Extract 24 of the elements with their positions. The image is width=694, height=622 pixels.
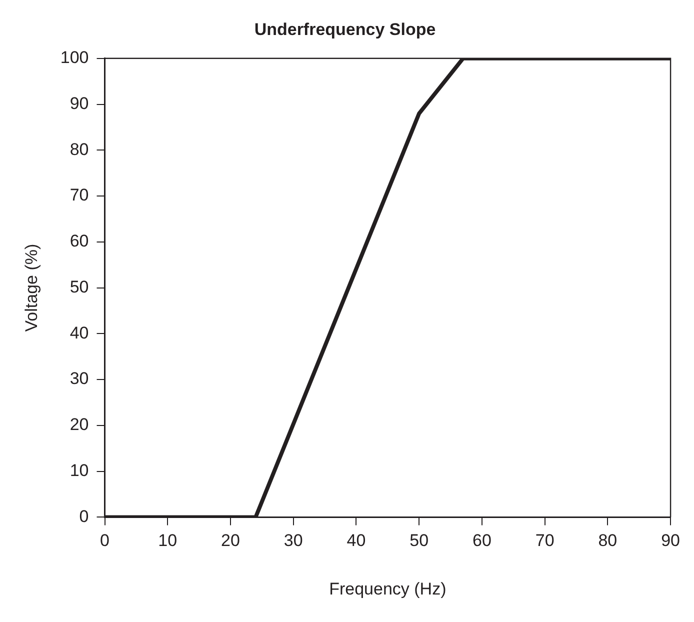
x-axis-title: Frequency (Hz) xyxy=(329,579,446,598)
x-tick-label: 80 xyxy=(598,531,618,550)
y-tick-label: 80 xyxy=(70,140,89,159)
x-tick-label: 30 xyxy=(284,531,303,550)
x-tick-label: 50 xyxy=(410,531,429,550)
chart-title: Underfrequency Slope xyxy=(254,20,436,39)
y-tick-label: 30 xyxy=(70,369,89,388)
x-tick-label: 0 xyxy=(100,531,110,550)
y-tick-label: 100 xyxy=(60,48,89,68)
y-tick-label: 90 xyxy=(70,94,89,113)
y-tick-label: 20 xyxy=(70,415,89,434)
y-tick-label: 10 xyxy=(70,461,89,480)
y-tick-label: 60 xyxy=(70,232,89,251)
x-tick-label: 10 xyxy=(158,531,178,550)
y-tick-label: 50 xyxy=(70,277,89,296)
x-tick-label: 20 xyxy=(221,531,240,550)
x-tick-label: 40 xyxy=(346,531,366,550)
x-tick-label: 60 xyxy=(472,531,492,550)
x-tick-label: 90 xyxy=(661,531,680,550)
y-tick-label: 0 xyxy=(79,506,89,526)
y-tick-label: 40 xyxy=(70,323,89,342)
x-tick-label: 70 xyxy=(535,531,554,550)
y-tick-label: 70 xyxy=(70,186,89,205)
y-axis-title: Voltage (%) xyxy=(22,244,41,332)
